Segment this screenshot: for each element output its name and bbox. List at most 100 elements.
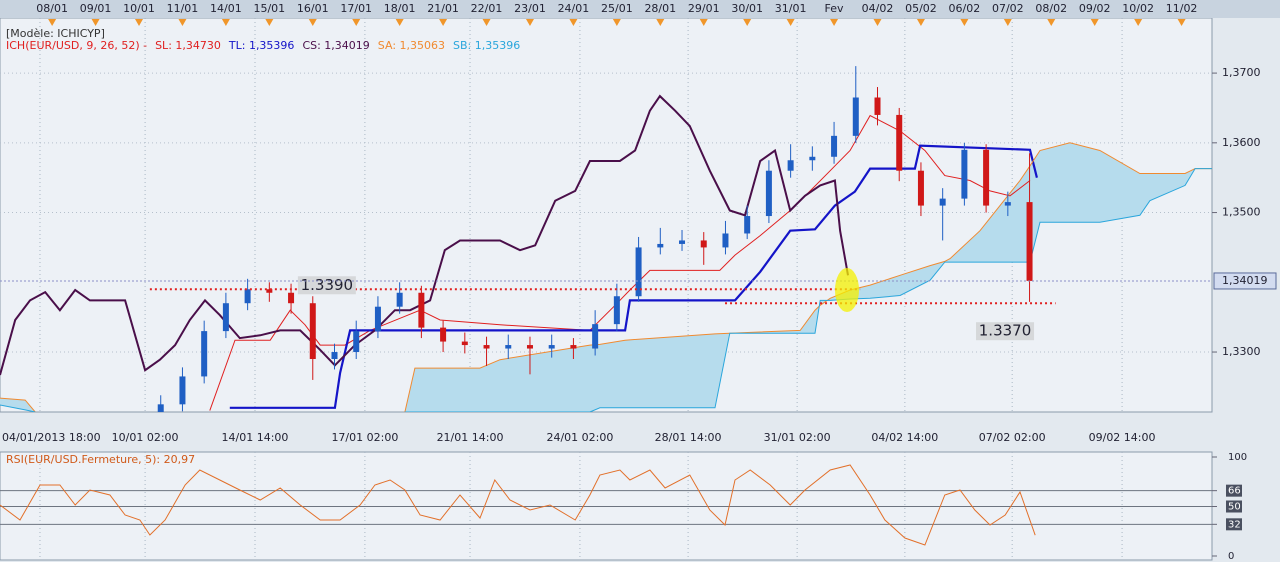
top-tick-marker (1047, 19, 1056, 26)
top-tick-label: 06/02 (949, 2, 981, 15)
kumo-cloud (404, 142, 1212, 412)
top-tick-label: 08/02 (1035, 2, 1067, 15)
legend-entry: SL: 1,34730 (155, 39, 221, 52)
candle-body (179, 376, 186, 405)
top-tick-label: 24/01 (558, 2, 590, 15)
candle-body (917, 170, 924, 206)
candle-body (440, 327, 447, 342)
top-tick-label: 15/01 (253, 2, 285, 15)
x-tick-label: 31/01 02:00 (764, 431, 831, 444)
x-tick-label: 10/01 02:00 (112, 431, 179, 444)
rsi-tick-box (1226, 518, 1242, 531)
y-tick-label: 1,3700 (1222, 66, 1261, 79)
candle-body (635, 247, 642, 297)
indicator-line (0, 94, 849, 376)
top-tick-label: 31/01 (775, 2, 807, 15)
x-tick-label: 21/01 14:00 (437, 431, 504, 444)
candle-body (831, 135, 838, 157)
plot-layer (0, 66, 1212, 412)
top-tick-label: 11/01 (167, 2, 199, 15)
candle-body (309, 303, 316, 360)
indicator-line (229, 144, 1038, 409)
x-tick-label: 14/01 14:00 (222, 431, 289, 444)
rsi-tick-label: 66 (1228, 486, 1241, 497)
rsi-tick-label: 32 (1228, 519, 1241, 530)
candle-body (353, 331, 360, 353)
last-price-box (1213, 272, 1277, 290)
x-tick-label: 28/01 14:00 (655, 431, 722, 444)
top-tick-marker (656, 19, 665, 26)
y-tick-label: 1,3600 (1222, 136, 1261, 149)
rsi-tick-label: 50 (1228, 502, 1241, 513)
level-label-bg (976, 322, 1035, 341)
candle-body (592, 324, 599, 349)
top-tick-marker (482, 19, 491, 26)
top-tick-marker (1003, 19, 1012, 26)
top-tick-label: 17/01 (340, 2, 372, 15)
top-tick-marker (1177, 19, 1186, 26)
indicator-line (0, 168, 1212, 412)
candle-body (483, 345, 490, 349)
rsi-line (0, 464, 1036, 546)
legend: [Modèle: ICHICYP] ICH(EUR/USD, 9, 26, 52… (6, 28, 528, 52)
candle-body (983, 149, 990, 206)
top-tick-label: 30/01 (731, 2, 763, 15)
top-tick-marker (135, 19, 144, 26)
top-tick-marker (439, 19, 448, 26)
candle-body (548, 345, 555, 349)
candle-body (331, 352, 338, 360)
top-tick-label: 10/02 (1122, 2, 1154, 15)
top-tick-label: 09/02 (1079, 2, 1111, 15)
legend-entry: SB: 1,35396 (453, 39, 521, 52)
legend-entry: TL: 1,35396 (228, 39, 295, 52)
rsi-tick-box (1226, 484, 1242, 497)
candle-body (570, 345, 577, 349)
top-tick-label: 04/02 (862, 2, 894, 15)
candle-body (679, 240, 686, 244)
top-tick-marker (308, 19, 317, 26)
top-tick-marker (960, 19, 969, 26)
legend-entry: ICH(EUR/USD, 9, 26, 52) - (6, 39, 148, 52)
candle-body (657, 243, 664, 248)
candle-body (809, 156, 816, 161)
indicator-line (209, 114, 1031, 411)
candle-body (266, 289, 273, 293)
legend-entry: CS: 1,34019 (302, 39, 370, 52)
top-tick-label: 05/02 (905, 2, 937, 15)
top-tick-marker (1134, 19, 1143, 26)
top-tick-marker (743, 19, 752, 26)
top-tick-marker (178, 19, 187, 26)
top-axis-strip (0, 0, 1280, 18)
y-tick-label: 1,3500 (1222, 206, 1261, 219)
candle-body (201, 331, 208, 377)
top-tick-marker (221, 19, 230, 26)
candle-body (461, 341, 468, 346)
x-tick-label: 09/02 14:00 (1089, 431, 1156, 444)
top-tick-label: 07/02 (992, 2, 1024, 15)
candle-body (1026, 202, 1033, 281)
top-tick-marker (830, 19, 839, 26)
candle-body (896, 114, 903, 171)
candle-body (852, 97, 859, 136)
rsi-title: RSI(EUR/USD.Fermeture, 5): 20,97 (6, 453, 195, 466)
indicator-line (0, 142, 1212, 412)
candle-body (396, 292, 403, 307)
top-tick-label: 16/01 (297, 2, 329, 15)
model-label: [Modèle: ICHICYP] (6, 27, 105, 40)
candle-body (744, 216, 751, 234)
level-label: 1.3390 (301, 276, 354, 294)
candle-body (374, 306, 381, 332)
top-tick-marker (1090, 19, 1099, 26)
top-tick-marker (612, 19, 621, 26)
top-tick-marker (525, 19, 534, 26)
x-tick-label: 17/01 02:00 (331, 431, 398, 444)
top-tick-marker (265, 19, 274, 26)
top-tick-label: 09/01 (80, 2, 112, 15)
y-tick-label: 1,3300 (1222, 345, 1261, 358)
candle-body (700, 240, 707, 248)
candle-body (1004, 202, 1011, 206)
top-tick-marker (395, 19, 404, 26)
